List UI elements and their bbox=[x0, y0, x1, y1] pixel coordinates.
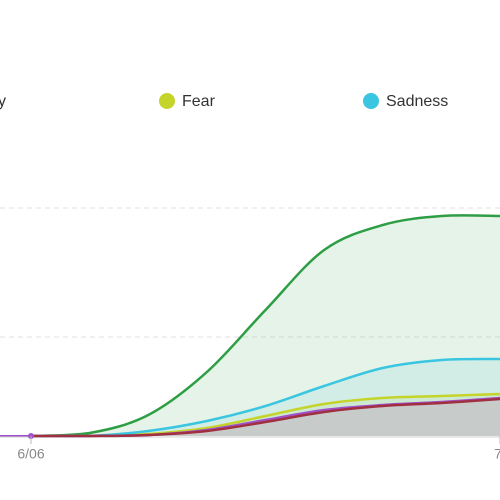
legend-swatch bbox=[159, 93, 175, 109]
series-line bbox=[31, 397, 500, 438]
area bbox=[31, 399, 500, 436]
legend-label: Fear bbox=[182, 93, 216, 110]
x-tick-label: 7 bbox=[494, 446, 500, 462]
area bbox=[31, 215, 500, 436]
x-tick-label: 6/06 bbox=[17, 446, 44, 462]
series-line bbox=[30, 214, 500, 438]
legend-label: y bbox=[0, 93, 6, 110]
legend-swatch bbox=[363, 93, 379, 109]
legend-label: Sadness bbox=[386, 93, 448, 110]
